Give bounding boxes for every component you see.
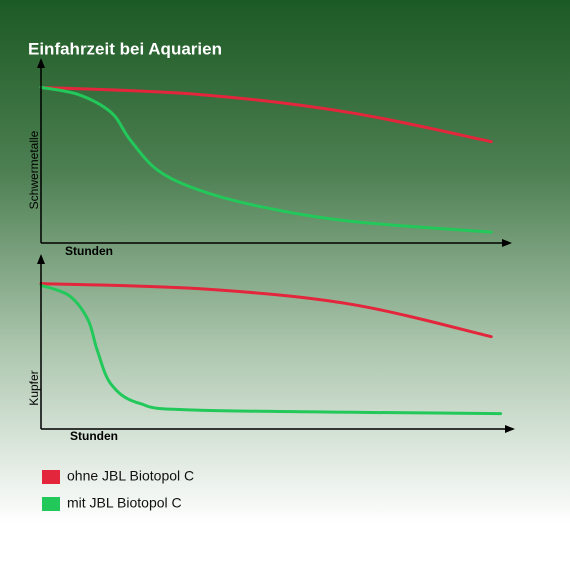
y-axis-label: Schwermetalle (27, 130, 41, 209)
x-axis-arrow (502, 239, 512, 247)
y-axis-label: Kupfer (27, 370, 41, 405)
legend-label: mit JBL Biotopol C (67, 495, 182, 511)
legend-swatch (42, 497, 60, 511)
data-line (39, 282, 493, 339)
data-line (39, 85, 493, 234)
x-axis-label: Stunden (65, 244, 113, 258)
y-axis-arrow (37, 58, 45, 68)
x-axis-arrow (505, 425, 515, 433)
x-axis-label: Stunden (70, 429, 118, 443)
data-line (39, 85, 493, 144)
legend-swatch (42, 470, 60, 484)
title: Einfahrzeit bei Aquarien (28, 39, 222, 58)
legend-label: ohne JBL Biotopol C (67, 468, 194, 484)
y-axis-arrow (37, 254, 45, 264)
data-line (39, 283, 503, 416)
